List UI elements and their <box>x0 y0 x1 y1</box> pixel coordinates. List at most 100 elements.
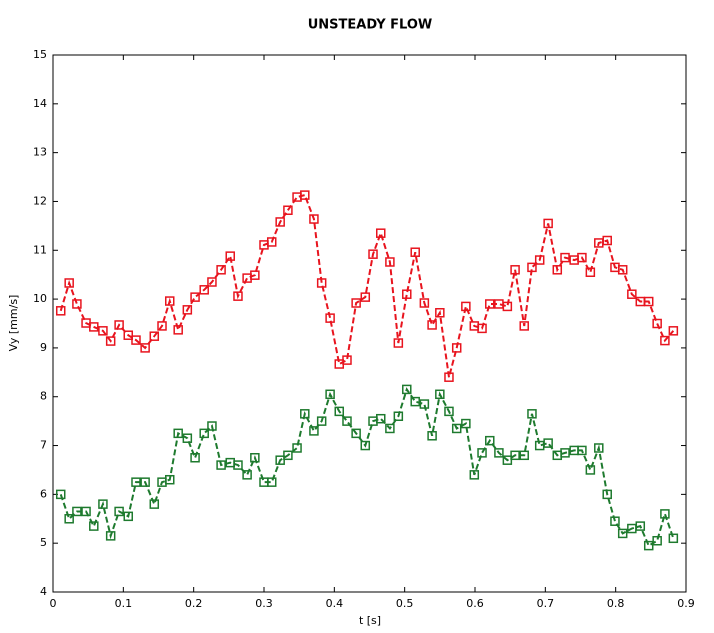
data-point <box>123 511 134 522</box>
data-point <box>527 409 537 419</box>
data-point <box>485 435 495 446</box>
data-point <box>242 273 252 283</box>
data-point <box>123 330 134 340</box>
y-tick-label: 9 <box>40 341 47 354</box>
data-point <box>668 326 679 336</box>
data-point <box>585 267 596 277</box>
data-point <box>309 426 319 436</box>
y-tick-label: 10 <box>33 292 47 305</box>
data-point <box>510 265 520 275</box>
data-point <box>275 455 285 465</box>
data-point <box>577 445 587 456</box>
data-point <box>283 205 293 215</box>
data-point <box>266 477 277 487</box>
x-tick-label: 0 <box>50 597 57 610</box>
data-point <box>627 289 637 299</box>
data-point <box>617 528 628 539</box>
data-point <box>199 285 209 295</box>
data-point <box>250 270 260 280</box>
data-point <box>216 265 226 275</box>
data-point <box>552 265 563 275</box>
data-point <box>334 406 345 417</box>
data-point <box>410 396 420 407</box>
data-point <box>543 438 553 448</box>
x-tick-label: 0.4 <box>326 597 344 610</box>
data-point <box>410 247 420 257</box>
data-point <box>419 298 430 308</box>
y-axis-label: Vy [mm/s] <box>7 295 20 352</box>
data-point <box>300 190 310 200</box>
data-point <box>594 443 604 453</box>
data-point <box>577 252 587 263</box>
data-point <box>131 477 141 487</box>
data-point <box>140 477 150 487</box>
data-point <box>216 460 226 470</box>
data-point <box>451 343 462 353</box>
data-point <box>427 431 437 441</box>
data-point <box>652 535 662 546</box>
data-point <box>157 321 167 331</box>
data-point <box>360 440 371 451</box>
data-point <box>325 313 335 323</box>
data-point <box>190 292 200 302</box>
data-point <box>602 235 612 246</box>
data-point <box>560 252 570 263</box>
data-point <box>534 255 545 265</box>
data-point <box>461 418 471 429</box>
data-point <box>376 413 386 424</box>
y-tick-label: 13 <box>33 146 47 159</box>
data-point <box>660 335 670 346</box>
data-point <box>173 325 183 335</box>
data-point <box>502 455 513 465</box>
series-line <box>59 387 675 548</box>
data-point <box>114 320 124 330</box>
data-point <box>81 506 91 517</box>
series-line <box>59 193 675 378</box>
data-point <box>64 278 74 288</box>
data-point <box>643 540 654 551</box>
data-point <box>368 249 378 259</box>
data-point <box>351 298 361 308</box>
data-point <box>182 305 193 315</box>
data-point <box>485 299 495 309</box>
chart-title: UNSTEADY FLOW <box>308 18 432 33</box>
x-tick-label: 0.8 <box>607 597 625 610</box>
x-tick-label: 0.6 <box>466 597 484 610</box>
data-point <box>519 321 529 331</box>
data-point <box>105 336 116 346</box>
data-point <box>98 326 108 336</box>
data-point <box>494 448 504 458</box>
data-point <box>519 450 529 461</box>
data-point <box>393 338 404 348</box>
data-point <box>351 428 361 439</box>
x-tick-label: 0.1 <box>115 597 133 610</box>
data-point <box>444 372 454 382</box>
data-point <box>149 331 160 341</box>
data-point <box>316 416 327 426</box>
data-point <box>342 355 352 365</box>
data-point <box>250 453 260 463</box>
data-point <box>233 460 243 470</box>
y-tick-label: 14 <box>33 97 47 110</box>
data-point <box>635 521 646 531</box>
data-point <box>342 416 352 426</box>
data-point <box>292 443 302 453</box>
data-point <box>427 320 437 330</box>
data-point <box>385 423 395 434</box>
y-tick-label: 11 <box>33 243 47 256</box>
data-point <box>477 448 487 458</box>
data-point <box>266 237 277 247</box>
y-tick-label: 7 <box>40 439 47 452</box>
data-point <box>543 218 553 229</box>
data-point <box>98 499 108 509</box>
data-point <box>461 301 471 312</box>
data-point <box>190 453 200 463</box>
data-point <box>451 423 462 434</box>
data-point <box>182 433 193 443</box>
data-point <box>165 474 175 485</box>
data-point <box>393 411 404 422</box>
data-point <box>55 306 66 316</box>
data-point <box>114 506 124 517</box>
data-point <box>435 389 445 400</box>
